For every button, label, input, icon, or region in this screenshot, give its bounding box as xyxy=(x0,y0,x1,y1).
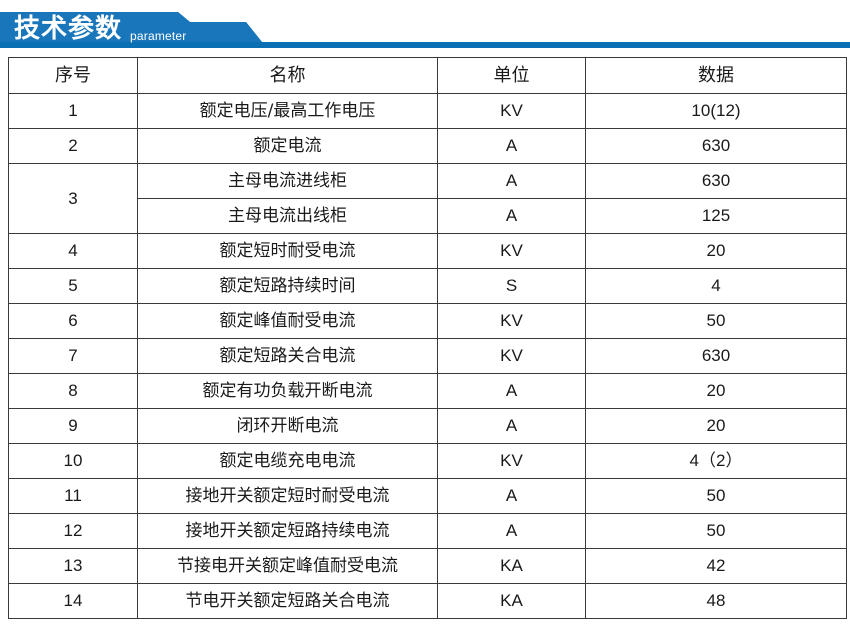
cell-no: 4 xyxy=(8,233,138,269)
cell-name: 接地开关额定短时耐受电流 xyxy=(137,478,438,514)
cell-name: 额定峰值耐受电流 xyxy=(137,303,438,339)
cell-data: 20 xyxy=(585,373,847,409)
table-row: 10 额定电缆充电电流 KV 4（2） xyxy=(8,443,847,479)
table-row: 8 额定有功负载开断电流 A 20 xyxy=(8,373,847,409)
cell-data: 50 xyxy=(585,513,847,549)
cell-no: 2 xyxy=(8,128,138,164)
cell-no: 1 xyxy=(8,93,138,129)
cell-name: 接地开关额定短路持续电流 xyxy=(137,513,438,549)
cell-name: 节电开关额定短路关合电流 xyxy=(137,583,438,619)
table-row: 5 额定短路持续时间 S 4 xyxy=(8,268,847,304)
table-row: 14 节电开关额定短路关合电流 KA 48 xyxy=(8,583,847,619)
cell-name: 闭环开断电流 xyxy=(137,408,438,444)
cell-name: 节接电开关额定峰值耐受电流 xyxy=(137,548,438,584)
cell-data: 50 xyxy=(585,303,847,339)
cell-unit: KV xyxy=(437,233,586,269)
cell-data: 48 xyxy=(585,583,847,619)
cell-unit: KA xyxy=(437,548,586,584)
column-header-data: 数据 xyxy=(585,57,847,94)
cell-unit: A xyxy=(437,373,586,409)
cell-no: 10 xyxy=(8,443,138,479)
cell-unit: S xyxy=(437,268,586,304)
cell-unit: A xyxy=(437,478,586,514)
specifications-table-container: 序号 名称 单位 数据 1 额定电压/最高工作电压 KV 10(12) 2 额定电流 A 63… xyxy=(8,57,847,619)
cell-name: 额定短时耐受电流 xyxy=(137,233,438,269)
specifications-table: 序号 名称 单位 数据 1 额定电压/最高工作电压 KV 10(12) 2 额定电流 A 63… xyxy=(8,57,847,619)
cell-data: 4（2） xyxy=(585,443,847,479)
cell-data: 10(12) xyxy=(585,93,847,129)
page-title: 技术参数 xyxy=(14,14,123,44)
table-row: 12 接地开关额定短路持续电流 A 50 xyxy=(8,513,847,549)
cell-name: 额定有功负载开断电流 xyxy=(137,373,438,409)
cell-no: 14 xyxy=(8,583,138,619)
table-row: 9 闭环开断电流 A 20 xyxy=(8,408,847,444)
cell-no: 3 xyxy=(8,163,138,234)
cell-data: 50 xyxy=(585,478,847,514)
cell-unit: A xyxy=(437,198,586,234)
cell-data: 630 xyxy=(585,163,847,199)
table-row: 7 额定短路关合电流 KV 630 xyxy=(8,338,847,374)
cell-data: 20 xyxy=(585,233,847,269)
cell-unit: KV xyxy=(437,303,586,339)
table-row: 3 主母电流进线柜 A 630 xyxy=(8,163,847,234)
cell-no: 11 xyxy=(8,478,138,514)
cell-unit: KA xyxy=(437,583,586,619)
table-header-row: 序号 名称 单位 数据 xyxy=(8,57,847,94)
cell-unit: A xyxy=(437,513,586,549)
cell-no: 8 xyxy=(8,373,138,409)
table-row: 6 额定峰值耐受电流 KV 50 xyxy=(8,303,847,339)
column-header-no: 序号 xyxy=(8,57,138,94)
cell-no: 6 xyxy=(8,303,138,339)
cell-data: 42 xyxy=(585,548,847,584)
table-row: 4 额定短时耐受电流 KV 20 xyxy=(8,233,847,269)
cell-data: 4 xyxy=(585,268,847,304)
cell-name: 额定电流 xyxy=(137,128,438,164)
table-row: 2 额定电流 A 630 xyxy=(8,128,847,164)
cell-name: 额定电缆充电电流 xyxy=(137,443,438,479)
header-banner-shape xyxy=(0,12,850,48)
cell-no: 13 xyxy=(8,548,138,584)
page-header-banner: 技术参数 parameter xyxy=(0,0,850,52)
column-header-unit: 单位 xyxy=(437,57,586,94)
cell-no: 12 xyxy=(8,513,138,549)
table-row: 主母电流出线柜 A 125 xyxy=(9,198,847,234)
page-subtitle: parameter xyxy=(130,29,187,43)
cell-unit: KV xyxy=(437,93,586,129)
column-header-name: 名称 xyxy=(137,57,438,94)
cell-no: 5 xyxy=(8,268,138,304)
cell-name: 额定短路持续时间 xyxy=(137,268,438,304)
cell-data: 20 xyxy=(585,408,847,444)
table-row: 13 节接电开关额定峰值耐受电流 KA 42 xyxy=(8,548,847,584)
table-row: 1 额定电压/最高工作电压 KV 10(12) xyxy=(8,93,847,129)
cell-no: 9 xyxy=(8,408,138,444)
cell-unit: A xyxy=(437,163,586,199)
cell-unit: A xyxy=(437,408,586,444)
cell-name: 额定短路关合电流 xyxy=(137,338,438,374)
cell-unit: KV xyxy=(437,443,586,479)
cell-data: 630 xyxy=(585,338,847,374)
cell-name: 主母电流进线柜 xyxy=(137,163,438,199)
cell-unit: KV xyxy=(437,338,586,374)
cell-unit: A xyxy=(437,128,586,164)
cell-data: 125 xyxy=(585,198,847,234)
table-row: 11 接地开关额定短时耐受电流 A 50 xyxy=(8,478,847,514)
cell-name: 主母电流出线柜 xyxy=(137,198,438,234)
cell-no: 7 xyxy=(8,338,138,374)
cell-name: 额定电压/最高工作电压 xyxy=(137,93,438,129)
cell-data: 630 xyxy=(585,128,847,164)
